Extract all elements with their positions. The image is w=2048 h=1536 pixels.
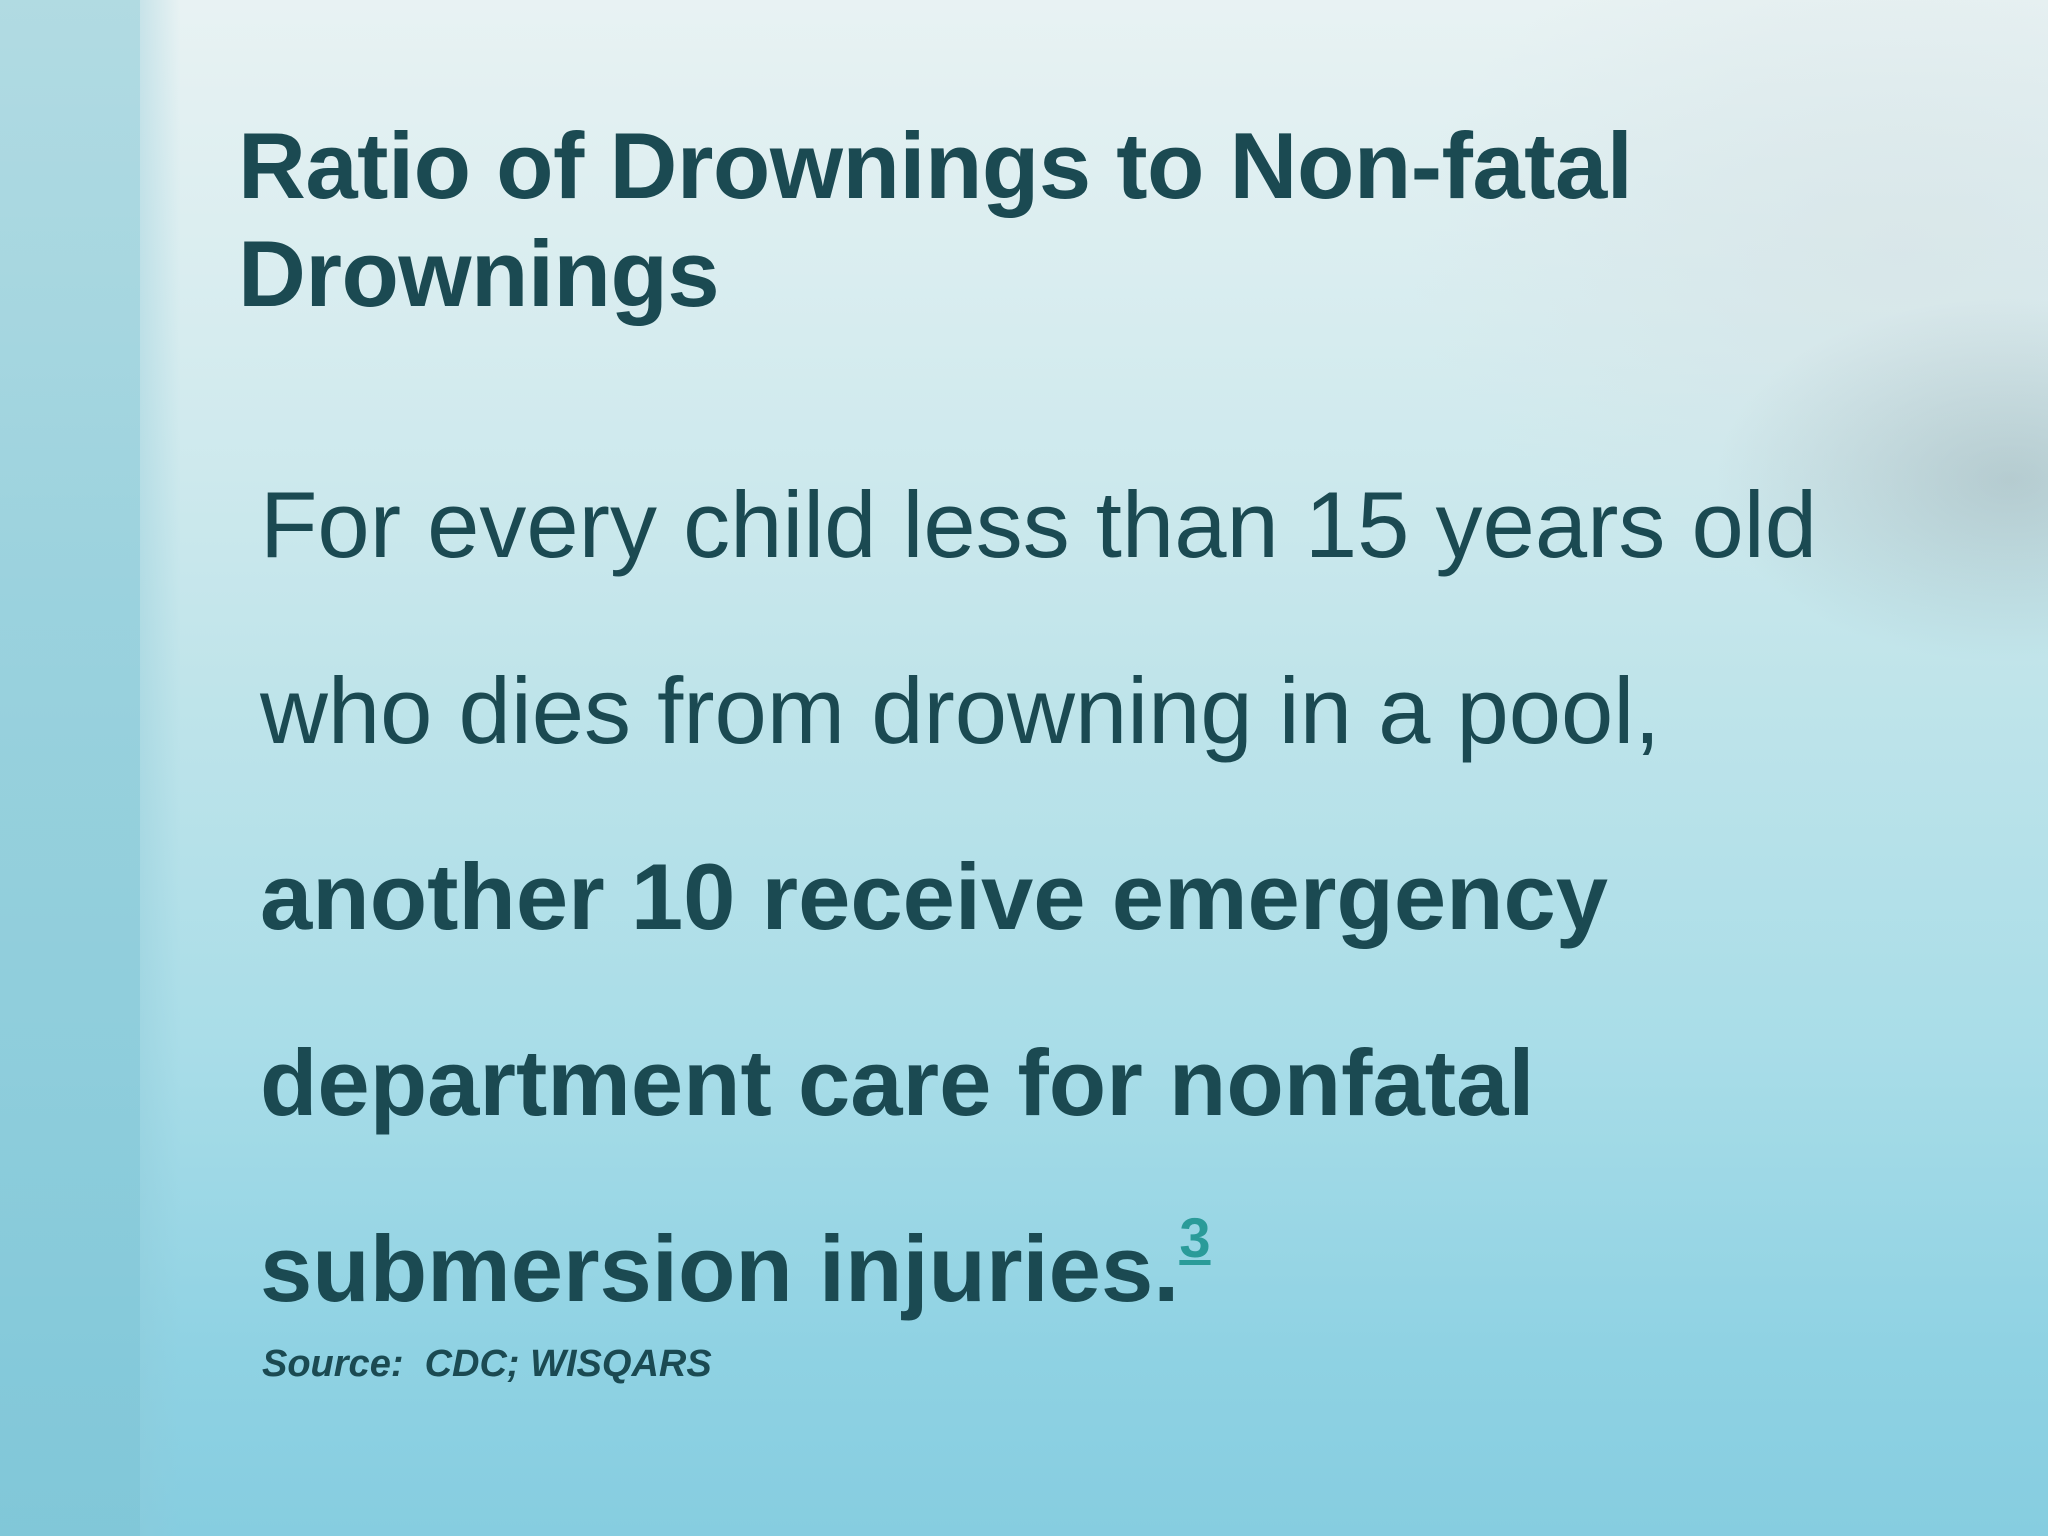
source-citation: Source: CDC; WISQARS [262, 1343, 712, 1385]
side-band-decoration [0, 0, 140, 1536]
reference-link[interactable]: 3 [1179, 1206, 1211, 1269]
body-bold-text: another 10 receive emergency department … [260, 844, 1609, 1321]
slide-title: Ratio of Drownings to Non-fatal Drowning… [238, 113, 1633, 326]
body-normal-text: For every child less than 15 years old w… [260, 472, 1817, 763]
side-band-edge-decoration [140, 0, 180, 1536]
slide-body: For every child less than 15 years old w… [260, 432, 1880, 1362]
